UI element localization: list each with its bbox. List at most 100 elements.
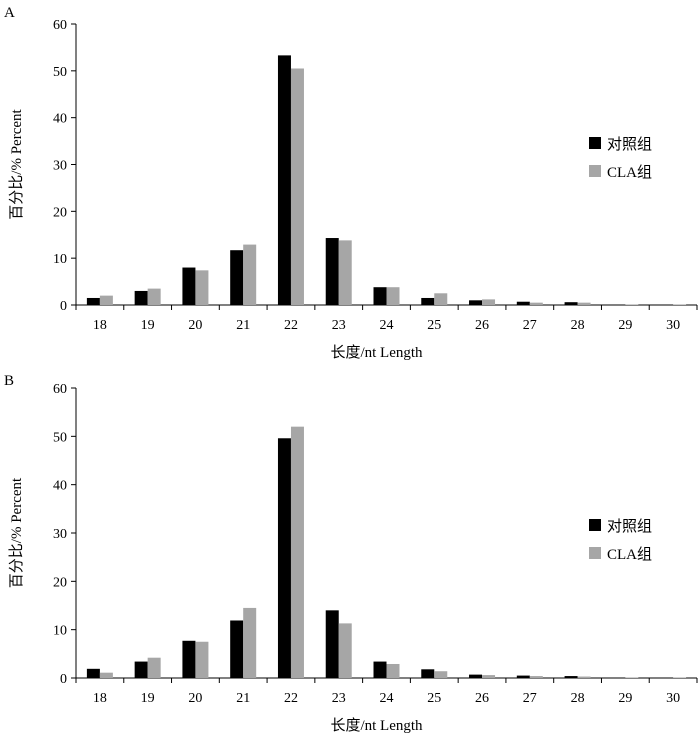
bar-control	[134, 290, 148, 305]
bar-control	[134, 661, 148, 678]
y-tick-label: 20	[53, 575, 67, 590]
bar-control	[421, 669, 435, 678]
bar-control	[469, 674, 483, 678]
y-tick-label: 50	[53, 65, 67, 80]
y-tick-label: 0	[60, 672, 67, 687]
y-tick-label: 60	[53, 382, 67, 397]
bar-cla	[99, 672, 113, 678]
bar-control	[421, 297, 435, 305]
bar-control	[516, 301, 530, 305]
panel-label: A	[4, 5, 15, 21]
bar-control	[564, 302, 578, 305]
y-tick-label: 10	[53, 624, 67, 639]
x-tick-label: 26	[475, 318, 489, 333]
y-tick-label: 40	[53, 112, 67, 127]
x-tick-label: 29	[618, 318, 632, 333]
bar-cla	[243, 244, 257, 305]
x-tick-label: 26	[475, 691, 489, 706]
x-tick-label: 23	[332, 318, 346, 333]
bar-cla	[434, 671, 448, 678]
bar-control	[516, 675, 530, 678]
y-tick-label: 30	[53, 159, 67, 174]
bar-control	[373, 287, 387, 305]
x-tick-label: 25	[427, 691, 441, 706]
bar-control	[325, 238, 339, 305]
bar-cla	[482, 675, 496, 678]
y-tick-label: 10	[53, 252, 67, 267]
x-tick-label: 30	[666, 691, 680, 706]
bar-control	[277, 55, 291, 306]
bar-cla	[290, 426, 304, 678]
x-tick-label: 29	[618, 691, 632, 706]
bar-cla	[338, 240, 352, 305]
x-tick-label: 24	[380, 691, 394, 706]
legend-label: CLA组	[607, 546, 652, 563]
bar-cla	[195, 641, 209, 678]
x-tick-label: 19	[141, 691, 155, 706]
x-tick-label: 22	[284, 318, 298, 333]
y-tick-label: 50	[53, 430, 67, 445]
bar-control	[230, 620, 244, 678]
bar-control	[277, 438, 291, 678]
bar-cla	[529, 302, 543, 305]
x-tick-label: 21	[236, 318, 250, 333]
x-tick-label: 20	[188, 691, 202, 706]
bar-cla	[195, 270, 209, 305]
x-tick-label: 28	[571, 318, 585, 333]
chart-panel-a: A 0 10 20 30 40 50 60 18 19 20 21 22 23 24 25 26 27 28 29 30…	[4, 5, 698, 361]
bar-cla	[338, 623, 352, 678]
bar-cla	[290, 68, 304, 305]
bar-control	[86, 668, 100, 678]
bar-control	[230, 250, 244, 305]
bar-control	[182, 267, 196, 305]
bar-cla	[99, 295, 113, 305]
bar-cla	[243, 607, 257, 678]
x-axis-label: 长度/nt Length	[330, 717, 423, 734]
legend-label: CLA组	[607, 164, 652, 181]
bar-cla	[434, 293, 448, 305]
x-tick-label: 25	[427, 318, 441, 333]
legend-label: 对照组	[607, 136, 652, 153]
x-tick-label: 23	[332, 691, 346, 706]
bar-control	[564, 676, 578, 678]
x-tick-label: 27	[523, 691, 537, 706]
bar-control	[86, 297, 100, 305]
y-axis-label: 百分比/% Percent	[8, 108, 25, 219]
x-tick-label: 28	[571, 691, 585, 706]
y-tick-label: 20	[53, 205, 67, 220]
bar-control	[373, 661, 387, 678]
bar-cla	[577, 302, 591, 305]
legend-swatch	[589, 137, 601, 149]
x-tick-label: 18	[93, 691, 107, 706]
bar-cla	[386, 663, 400, 678]
y-tick-label: 40	[53, 479, 67, 494]
panel-label: B	[4, 373, 14, 389]
x-tick-label: 24	[380, 318, 394, 333]
legend-swatch	[589, 519, 601, 531]
legend-swatch	[589, 165, 601, 177]
x-tick-label: 30	[666, 318, 680, 333]
legend-label: 对照组	[607, 518, 652, 535]
y-axis-label: 百分比/% Percent	[8, 477, 25, 588]
bar-cla	[147, 288, 161, 305]
x-tick-label: 21	[236, 691, 250, 706]
x-tick-label: 19	[141, 318, 155, 333]
bar-control	[182, 640, 196, 678]
x-tick-label: 22	[284, 691, 298, 706]
x-tick-label: 18	[93, 318, 107, 333]
bar-cla	[482, 299, 496, 305]
bar-cla	[147, 657, 161, 678]
x-axis-label: 长度/nt Length	[330, 344, 423, 361]
bar-cla	[577, 676, 591, 678]
bar-cla	[386, 287, 400, 305]
y-tick-label: 0	[60, 299, 67, 314]
legend-swatch	[589, 547, 601, 559]
bar-control	[469, 300, 483, 305]
x-tick-label: 20	[188, 318, 202, 333]
x-tick-label: 27	[523, 318, 537, 333]
bar-control	[325, 610, 339, 678]
y-tick-label: 30	[53, 527, 67, 542]
bar-cla	[529, 676, 543, 678]
y-tick-label: 60	[53, 18, 67, 33]
chart-panel-b: B 0 10 20 30 40 50 60 18 19 20 21 22 23 24 25 26 27 28 29 30…	[4, 373, 698, 734]
